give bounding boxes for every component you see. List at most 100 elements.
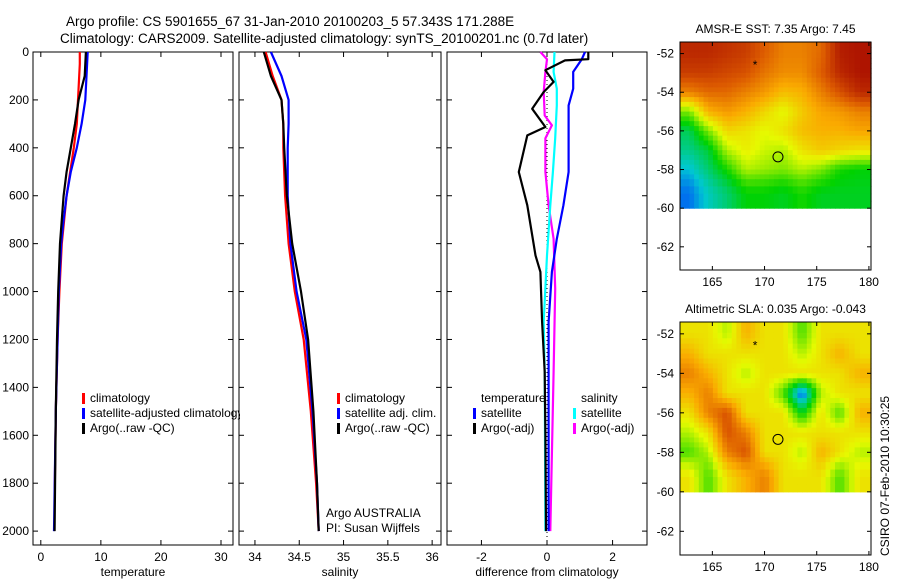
map-cell xyxy=(764,126,770,132)
map-cell xyxy=(844,130,850,137)
map-cell xyxy=(806,159,813,166)
map-cell xyxy=(835,368,841,374)
map-cell xyxy=(849,101,856,108)
map-cell xyxy=(835,174,841,180)
map-cell xyxy=(783,97,789,103)
map-cell xyxy=(689,72,695,79)
map-cell xyxy=(684,412,690,419)
map-cell xyxy=(839,353,845,360)
map-cell xyxy=(797,398,803,404)
map-cell xyxy=(764,343,770,350)
map-cell xyxy=(731,363,737,369)
map-cell xyxy=(689,52,695,59)
map-cell xyxy=(689,179,695,187)
map-cell xyxy=(769,193,775,202)
map-cell xyxy=(717,72,723,79)
map-cell xyxy=(717,116,723,122)
map-cell xyxy=(773,373,780,379)
map-cell xyxy=(694,343,700,350)
map-cell xyxy=(684,97,690,103)
map-cell xyxy=(811,417,817,424)
map-cell xyxy=(849,87,856,93)
map-cell xyxy=(797,412,803,419)
map-cell xyxy=(797,378,803,384)
map-cell xyxy=(741,145,747,151)
legend-swatch xyxy=(337,408,340,419)
map-cell xyxy=(694,388,700,394)
map-cell xyxy=(806,193,813,202)
map-cell xyxy=(797,422,803,429)
map-cell xyxy=(816,348,822,355)
map-cell xyxy=(802,169,808,175)
map-cell xyxy=(769,442,775,448)
map-cell xyxy=(712,452,719,458)
map-cell xyxy=(708,82,714,88)
map-cell xyxy=(811,150,817,156)
map-cell xyxy=(860,432,867,439)
map-cell xyxy=(797,393,803,399)
map-cell xyxy=(825,327,831,334)
map-cell xyxy=(759,432,766,439)
map-cell xyxy=(755,106,761,113)
map-cell xyxy=(764,200,770,209)
map-cell xyxy=(722,169,728,175)
map-cell xyxy=(722,422,728,429)
map-cell xyxy=(849,159,856,166)
map-cell xyxy=(811,378,817,384)
map-cell xyxy=(703,447,709,453)
map-cell xyxy=(745,72,752,79)
map-cell xyxy=(811,358,817,364)
map-cell xyxy=(778,477,784,485)
map-cell xyxy=(694,63,700,69)
map-cell xyxy=(839,169,845,175)
map-cell xyxy=(783,186,789,195)
map-cell xyxy=(764,116,770,122)
map-cell xyxy=(769,403,775,409)
map-cell xyxy=(708,447,714,453)
map-cell xyxy=(731,72,737,79)
map-cell xyxy=(849,363,856,369)
map-cell xyxy=(802,186,808,195)
map-cell xyxy=(835,101,841,108)
map-cell xyxy=(788,373,794,379)
map-cell xyxy=(820,174,827,180)
map-cell xyxy=(816,422,822,429)
map-cell xyxy=(806,368,813,374)
map-cell xyxy=(773,130,780,137)
map-cell xyxy=(769,126,775,132)
map-cell xyxy=(849,452,856,458)
map-cell xyxy=(854,407,861,414)
map-cell xyxy=(839,155,845,161)
map-cell xyxy=(727,338,733,345)
map-cell xyxy=(741,169,747,175)
map-cell xyxy=(698,155,705,161)
map-cell xyxy=(820,159,827,166)
map-cell xyxy=(698,68,705,74)
map-cell xyxy=(806,57,813,64)
map-cell xyxy=(703,135,709,142)
map-cell xyxy=(694,477,700,485)
map-cell xyxy=(750,101,756,108)
map-cell xyxy=(839,322,845,328)
map-cell xyxy=(703,159,709,166)
map-cell xyxy=(830,338,836,345)
map-cell xyxy=(792,82,798,88)
map-cell xyxy=(797,432,803,439)
map-cell xyxy=(835,193,841,202)
map-cell xyxy=(816,169,822,175)
map-cell xyxy=(727,159,733,166)
map-cell xyxy=(750,155,756,161)
map-cell xyxy=(727,432,733,439)
map-cell xyxy=(698,332,705,339)
map-cell xyxy=(745,412,752,419)
map-cell xyxy=(755,412,761,419)
map-cell xyxy=(783,407,789,414)
map-cell xyxy=(736,77,742,84)
map-cell xyxy=(703,363,709,369)
map-cell xyxy=(722,412,728,419)
map-cell xyxy=(773,140,780,146)
map-cell xyxy=(835,135,841,142)
y-tick-label: -60 xyxy=(657,201,675,215)
map-cell xyxy=(773,186,780,195)
map-cell xyxy=(806,150,813,156)
